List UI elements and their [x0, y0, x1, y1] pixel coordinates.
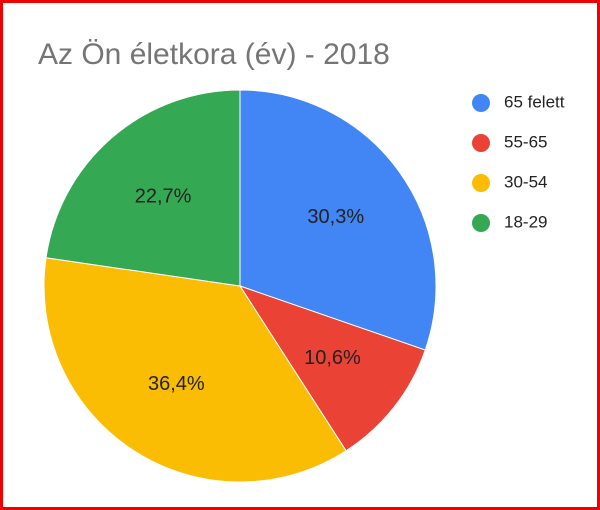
legend-swatch [472, 174, 490, 192]
pie-slice [45, 89, 241, 287]
slice-label: 10,6% [304, 347, 361, 369]
legend-swatch [472, 214, 490, 232]
slice-label: 36,4% [148, 373, 205, 395]
legend-swatch [472, 134, 490, 152]
slice-label: 30,3% [307, 206, 364, 228]
legend-label: 30-54 [504, 172, 547, 191]
legend-label: 65 felett [504, 92, 565, 111]
legend-swatch [472, 94, 490, 112]
legend-label: 55-65 [504, 132, 547, 151]
slice-label: 22,7% [135, 185, 192, 207]
pie-slice [43, 257, 347, 483]
pie-slice [239, 89, 437, 351]
pie-slice [238, 285, 426, 452]
chart-title: Az Ön életkora (év) - 2018 [38, 38, 390, 71]
legend-label: 18-29 [504, 212, 547, 231]
